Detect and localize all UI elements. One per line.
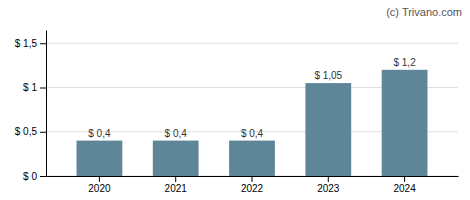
tick-label: $ 0,5 — [15, 126, 38, 137]
tick-mark — [40, 176, 46, 177]
bar — [305, 83, 351, 176]
tick-label: 2020 — [88, 183, 111, 194]
tick: 2022 — [241, 176, 264, 194]
bar — [77, 141, 123, 176]
axis-line — [46, 31, 47, 177]
tick: $ 0 — [23, 171, 46, 182]
y-axis: $ 0 $ 0,5 $ 1 $ 1,5 — [15, 31, 47, 182]
tick-mark — [40, 88, 46, 89]
data-label: $ 1,05 — [314, 70, 342, 81]
tick-label: $ 1 — [23, 82, 37, 93]
tick-label: 2022 — [241, 183, 264, 194]
tick-label: 2021 — [165, 183, 188, 194]
tick-label: $ 1,5 — [15, 38, 38, 49]
grid — [46, 43, 458, 176]
data-label: $ 1,2 — [393, 57, 416, 68]
annotation: (c) Trivano.com — [386, 6, 462, 18]
data-label: $ 0,4 — [241, 128, 264, 139]
data-labels: $ 0,4 $ 0,4 $ 0,4 $ 1,05 $ 1,2 — [88, 57, 416, 139]
tick: 2020 — [88, 176, 111, 194]
tick: 2023 — [317, 176, 340, 194]
tick: $ 0,5 — [15, 126, 46, 137]
plot: $ 0 $ 0,5 $ 1 $ 1,5 2020 2021 2022 2023 2024 $ 0,… — [15, 31, 459, 195]
bar — [229, 141, 275, 176]
tick-mark — [175, 176, 176, 182]
bar — [382, 70, 428, 176]
tick-mark — [404, 176, 405, 182]
grid-line — [46, 43, 458, 44]
chart-container: $ 0 $ 0,5 $ 1 $ 1,5 2020 2021 2022 2023 2024 $ 0,… — [0, 0, 470, 200]
tick-mark — [328, 176, 329, 182]
bar — [153, 141, 199, 176]
tick-mark — [40, 132, 46, 133]
tick: $ 1 — [23, 82, 46, 93]
annotations: (c) Trivano.com — [386, 6, 462, 18]
x-axis: 2020 2021 2022 2023 2024 — [47, 176, 459, 194]
tick: $ 1,5 — [15, 38, 46, 49]
tick-mark — [252, 176, 253, 182]
tick-label: $ 0 — [23, 171, 37, 182]
tick: 2024 — [393, 176, 416, 194]
tick-mark — [99, 176, 100, 182]
tick-mark — [40, 43, 46, 44]
tick-label: 2023 — [317, 183, 340, 194]
chart: $ 0 $ 0,5 $ 1 $ 1,5 2020 2021 2022 2023 2024 $ 0,… — [0, 0, 470, 200]
tick-label: 2024 — [393, 183, 416, 194]
data-label: $ 0,4 — [165, 128, 188, 139]
data-label: $ 0,4 — [88, 128, 111, 139]
bars — [77, 70, 428, 176]
tick: 2021 — [165, 176, 188, 194]
